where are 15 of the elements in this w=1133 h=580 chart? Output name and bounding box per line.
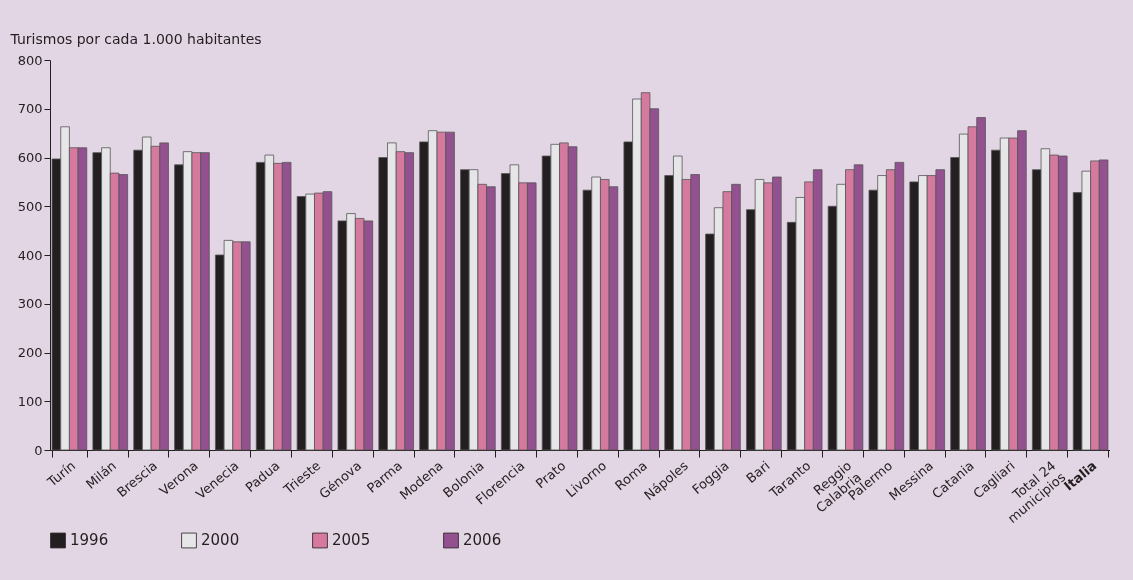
y-tick-label: 500 (17, 198, 43, 214)
y-tick-label: 300 (17, 296, 43, 312)
legend-label: 1996 (70, 531, 109, 550)
y-tick-label: 200 (17, 345, 43, 360)
y-tick-label: 0 (34, 442, 43, 458)
y-tick-label: 100 (17, 393, 43, 409)
y-tick-label: 600 (17, 150, 43, 165)
y-tick-label: 400 (17, 247, 43, 263)
legend-label: 2006 (463, 531, 502, 550)
y-axis-title: Turismos por cada 1.000 habitantes (9, 30, 262, 47)
x-tick-label: Turín (43, 457, 79, 491)
y-tick-label: 800 (17, 52, 43, 68)
legend-label: 2000 (201, 531, 240, 550)
legend-label: 2005 (332, 531, 371, 550)
y-tick-label: 700 (17, 101, 43, 117)
